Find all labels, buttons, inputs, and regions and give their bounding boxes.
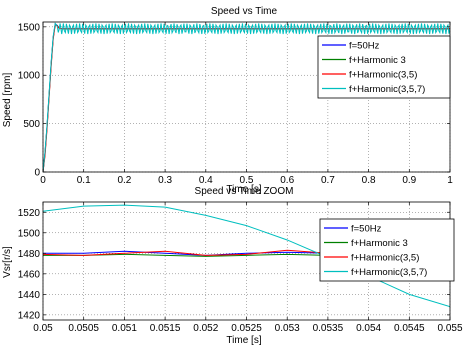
x-axis-label: Time [s] — [226, 184, 261, 195]
x-tick-label: 0.8 — [362, 175, 376, 186]
legend-label: f=50Hz — [351, 224, 382, 235]
x-tick-label: 0.7 — [321, 175, 335, 186]
y-tick-label: 1420 — [18, 310, 41, 321]
y-tick-label: 1440 — [18, 290, 41, 301]
y-tick-label: 1480 — [18, 249, 41, 260]
x-tick-label: 0.9 — [402, 175, 416, 186]
y-tick-label: 1520 — [18, 208, 41, 219]
series-line — [43, 22, 450, 172]
y-tick-label: 1500 — [18, 22, 41, 33]
x-tick-label: 1 — [447, 175, 453, 186]
x-tick-label: 0.0515 — [150, 323, 181, 334]
y-tick-label: 0 — [34, 168, 40, 179]
legend-label: f=50Hz — [349, 41, 380, 52]
legend-box — [319, 218, 455, 282]
x-tick-label: 0.2 — [117, 175, 131, 186]
x-tick-label: 0.0535 — [313, 323, 344, 334]
chart-title: Speed vs Time ZOOM — [195, 186, 294, 197]
x-tick-label: 0.3 — [158, 175, 172, 186]
legend-label: f+Harmonic 3 — [351, 238, 408, 249]
x-tick-label: 0.055 — [437, 323, 462, 334]
x-tick-label: 0.1 — [77, 175, 91, 186]
x-tick-label: 0.051 — [112, 323, 137, 334]
x-tick-label: 0.052 — [193, 323, 218, 334]
x-tick-label: 0.0525 — [231, 323, 262, 334]
legend-label: f+Harmonic 3 — [349, 55, 406, 66]
legend-label: f+Harmonic(3,5,7) — [351, 267, 427, 278]
x-tick-label: 0.6 — [280, 175, 294, 186]
legend-label: f+Harmonic(3,5,7) — [349, 84, 425, 95]
x-tick-label: 0.0505 — [68, 323, 99, 334]
x-tick-label: 0.054 — [356, 323, 381, 334]
chart-title: Speed vs Time — [211, 6, 278, 17]
x-tick-label: 0.053 — [275, 323, 300, 334]
legend-label: f+Harmonic(3,5) — [349, 70, 417, 81]
legend: f=50Hz f+Harmonic 3 f+Harmonic(3,5) f+Harmo… — [317, 35, 451, 99]
y-tick-label: 1000 — [18, 71, 41, 82]
y-tick-label: 1460 — [18, 269, 41, 280]
series-line — [43, 204, 450, 308]
legend-label: f+Harmonic(3,5) — [351, 253, 419, 264]
speed-vs-time-chart: Speed vs Time Time [s] Speed [rpm] 0 0.1 0… — [2, 6, 453, 195]
y-tick-label: 1500 — [18, 228, 41, 239]
x-tick-label: 0.0545 — [394, 323, 425, 334]
x-tick-label: 0 — [40, 175, 46, 186]
y-tick-label: 500 — [23, 119, 40, 130]
legend: f=50Hz f+Harmonic 3 f+Harmonic(3,5) f+Harmo… — [319, 218, 455, 282]
x-tick-label: 0.05 — [33, 323, 53, 334]
x-tick-label: 0.5 — [240, 175, 254, 186]
x-tick-label: 0.4 — [199, 175, 213, 186]
legend-box — [317, 35, 451, 99]
speed-vs-time-zoom-chart: Speed vs Time ZOOM Time [s] Vsr[r/s] 0.0… — [2, 186, 463, 346]
y-axis-label: Vsr[r/s] — [2, 246, 13, 278]
x-axis-label: Time [s] — [226, 335, 261, 346]
y-axis-label: Speed [rpm] — [2, 73, 13, 128]
